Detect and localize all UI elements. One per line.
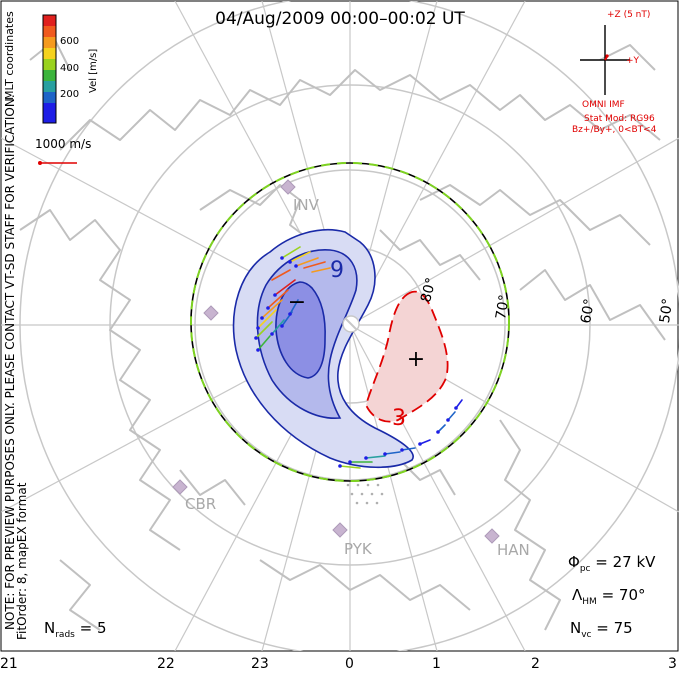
- positive-convection-cell: [365, 290, 449, 423]
- negative-potential-marker: −: [288, 290, 306, 315]
- imf-dial: [580, 25, 630, 95]
- meridian-8: [349, 137, 679, 326]
- station-extra-marker: [203, 305, 219, 321]
- station-han-label: HAN: [497, 541, 530, 559]
- meridian-10: [349, 1, 526, 326]
- imf-source-label: OMNI IMF: [582, 100, 625, 110]
- nrads-symbol: N: [44, 619, 56, 637]
- vector-scale: [38, 161, 77, 165]
- radar-coverage-dots: [346, 483, 384, 505]
- mlt-label-21: 21: [0, 656, 18, 672]
- hm-boundary-green: [190, 162, 510, 482]
- contour-label-positive: 3: [392, 406, 406, 431]
- mlt-label-1: 1: [432, 656, 441, 672]
- colorbar-tick-600: 600: [60, 36, 80, 47]
- lambda-value: = 70°: [601, 586, 646, 604]
- velocity-colorbar: [42, 14, 57, 124]
- meridian-1: [349, 324, 438, 651]
- phi-subscript: pc: [579, 564, 591, 574]
- plot-title: 04/Aug/2009 00:00–00:02 UT: [215, 9, 465, 29]
- mlt-label-22: 22: [157, 656, 175, 672]
- station-markers: [172, 179, 500, 544]
- stat-hm-latitude: ΛHM = 70°: [572, 586, 646, 607]
- coordinates-label: MLT coordinates: [3, 11, 16, 100]
- mlt-label-0: 0: [345, 656, 354, 672]
- colorbar-tick-400: 400: [60, 63, 80, 74]
- negative-convection-cell: [232, 228, 414, 469]
- positive-potential-marker: +: [407, 347, 425, 372]
- imf-model-label: Stat Mod: RG96: [584, 114, 655, 124]
- station-inv-marker: [280, 179, 296, 195]
- colorbar-label: Vel [m/s]: [88, 48, 99, 93]
- phi-value: = 27 kV: [595, 553, 656, 571]
- coastlines: [19, 39, 666, 631]
- station-han-marker: [484, 528, 500, 544]
- station-pyk-label: PYK: [344, 540, 372, 558]
- nvc-subscript: vc: [581, 630, 592, 640]
- latitude-label-50: 50°: [657, 297, 677, 325]
- mlt-label-2: 2: [531, 656, 540, 672]
- imf-z-label: +Z (5 nT): [607, 10, 651, 20]
- station-cbr-label: CBR: [185, 495, 217, 513]
- phi-symbol: Φ: [568, 553, 580, 571]
- station-inv-label: INV: [293, 196, 319, 214]
- colorbar-tick-200: 200: [60, 89, 80, 100]
- imf-condition-label: Bz+/By+, 0<BT<4: [572, 125, 657, 135]
- imf-y-label: +Y: [626, 56, 640, 66]
- lambda-symbol: Λ: [572, 586, 583, 604]
- vector-scale-label: 1000 m/s: [35, 137, 92, 151]
- stat-cross-polar-potential: Φpc = 27 kV: [568, 553, 655, 574]
- mlt-label-3: 3: [668, 656, 677, 672]
- nrads-subscript: rads: [55, 630, 75, 640]
- station-cbr-marker: [172, 479, 188, 495]
- nrads-value: = 5: [79, 619, 107, 637]
- mlt-label-23: 23: [251, 656, 269, 672]
- nvc-symbol: N: [570, 619, 582, 637]
- fit-order-note: FitOrder: 8, mapEX format: [15, 482, 29, 640]
- pole-marker-slash: [344, 317, 358, 331]
- contour-label-negative: 9: [330, 258, 344, 283]
- stat-vector-count: Nvc = 75: [570, 619, 633, 640]
- stat-radar-count: Nrads = 5: [44, 619, 107, 640]
- velocity-vector-dots: [254, 256, 458, 468]
- nvc-value: = 75: [596, 619, 633, 637]
- lambda-subscript: HM: [582, 597, 597, 607]
- station-pyk-marker: [332, 522, 348, 538]
